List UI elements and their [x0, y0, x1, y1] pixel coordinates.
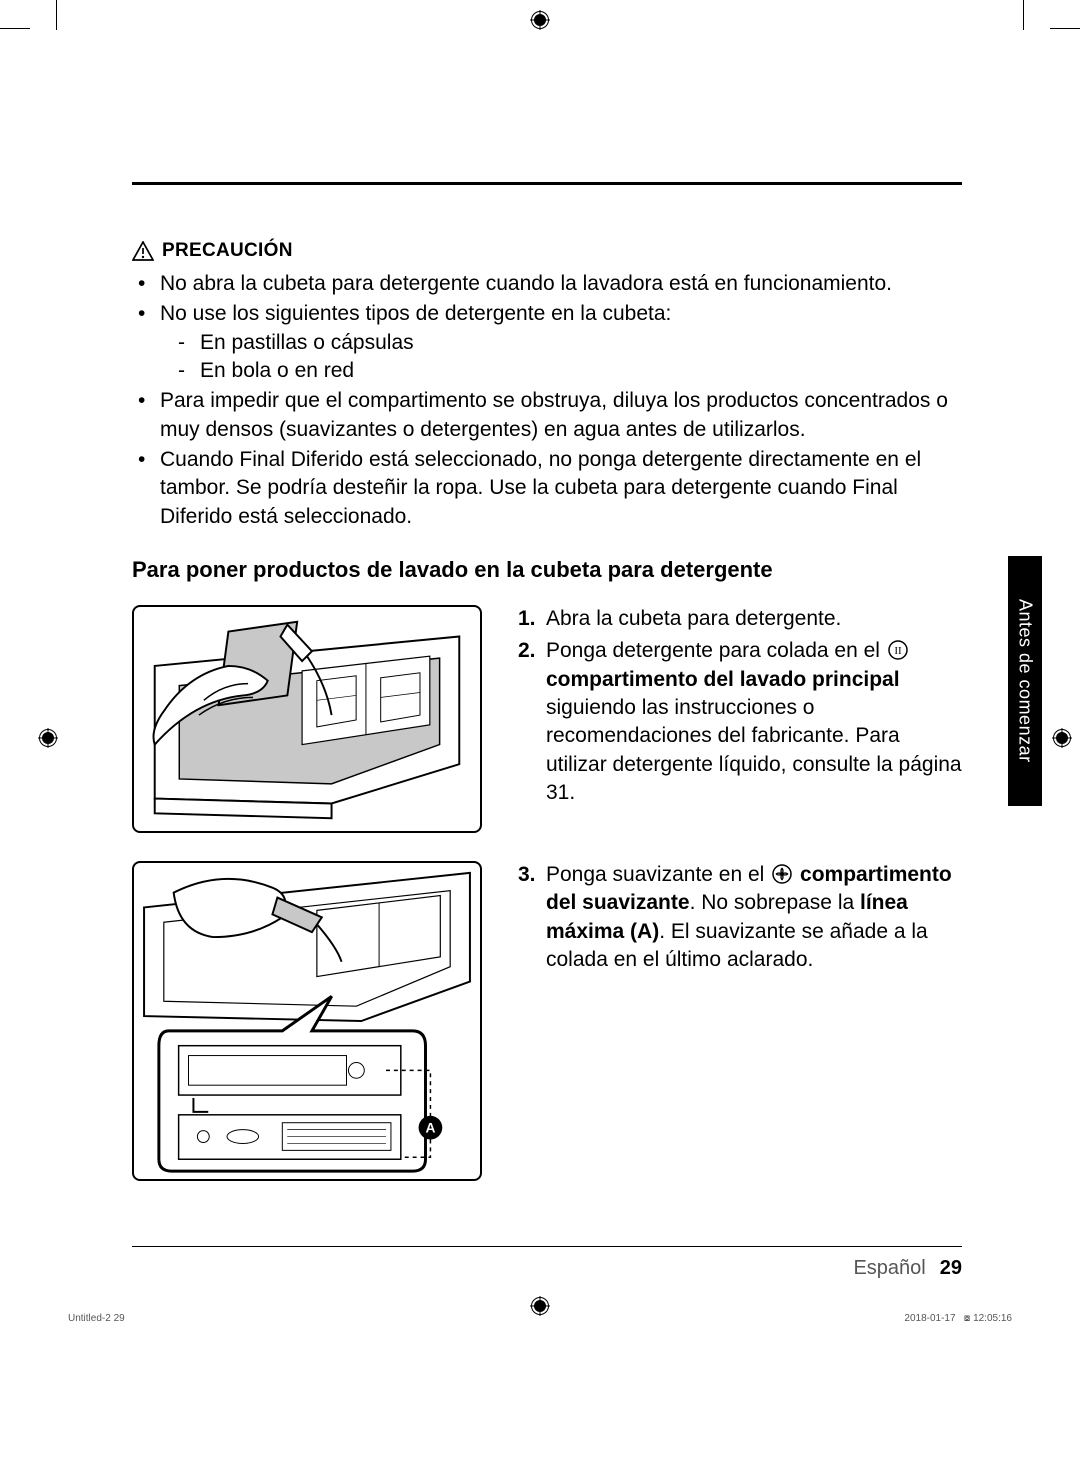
sub-list: En pastillas o cápsulas En bola o en red	[160, 329, 962, 386]
list-item: No use los siguientes tipos de detergent…	[160, 300, 962, 385]
crop-mark	[0, 28, 30, 29]
steps-1-2: 1. Abra la cubeta para detergente. 2. Po…	[518, 605, 962, 833]
text: No abra la cubeta para detergente cuando…	[160, 272, 892, 295]
print-clock-icon: ⧇	[964, 1313, 970, 1324]
step-number: 2.	[518, 637, 536, 665]
caution-heading: PRECAUCIÓN	[132, 240, 962, 262]
print-date: 2018-01-17	[904, 1313, 955, 1324]
print-meta-left: Untitled-2 29	[68, 1313, 125, 1324]
text: .	[569, 781, 575, 804]
list-item: En bola o en red	[200, 357, 962, 385]
tab-label: Antes de comenzar	[1015, 599, 1036, 763]
steps-3: 3. Ponga suavizante en el	[518, 861, 962, 1181]
step-row-1: 1. Abra la cubeta para detergente. 2. Po…	[132, 605, 962, 833]
top-rule	[132, 182, 962, 185]
text: Cuando Final Diferido está seleccionado,…	[160, 448, 921, 528]
step-3: 3. Ponga suavizante en el	[546, 861, 962, 974]
text: Ponga suavizante en el	[546, 863, 770, 886]
step-number: 1.	[518, 605, 536, 633]
step-row-2: A 3. Ponga suavizante en el	[132, 861, 962, 1181]
list-item: No abra la cubeta para detergente cuando…	[160, 270, 962, 298]
crop-mark	[1023, 0, 1024, 30]
list-item: En pastillas o cápsulas	[200, 329, 962, 357]
print-time: 12:05:16	[973, 1313, 1012, 1324]
page-footer: Español 29	[132, 1246, 962, 1280]
registration-mark-icon	[38, 728, 58, 748]
text-bold: compartimento del lavado principal	[546, 668, 900, 691]
text: Para impedir que el compartimento se obs…	[160, 389, 948, 440]
footer-language: Español	[853, 1257, 925, 1280]
print-meta-right: 2018-01-17 ⧇ 12:05:16	[904, 1313, 1012, 1324]
crop-mark	[1050, 28, 1080, 29]
text: En bola o en red	[200, 359, 354, 382]
page-content: PRECAUCIÓN No abra la cubeta para deterg…	[132, 182, 962, 1209]
main-wash-icon: II	[888, 640, 908, 660]
warning-icon	[132, 241, 154, 261]
registration-mark-icon	[530, 1296, 550, 1316]
crop-mark	[56, 0, 57, 30]
section-tab: Antes de comenzar	[1008, 556, 1042, 806]
caution-list: No abra la cubeta para detergente cuando…	[132, 270, 962, 531]
list-item: Para impedir que el compartimento se obs…	[160, 387, 962, 444]
text: siguiendo las instrucciones o recomendac…	[546, 696, 962, 776]
figure-2: A	[132, 861, 482, 1181]
figure-1	[132, 605, 482, 833]
text: . No sobrepase la	[690, 891, 860, 914]
text: Ponga detergente para colada en el	[546, 639, 886, 662]
text: No use los siguientes tipos de detergent…	[160, 302, 671, 325]
section-heading: Para poner productos de lavado en la cub…	[132, 557, 962, 583]
registration-mark-icon	[530, 10, 550, 30]
page-ref: 31	[546, 781, 569, 804]
svg-text:II: II	[894, 645, 902, 657]
text: Abra la cubeta para detergente.	[546, 607, 841, 630]
softener-icon	[772, 864, 792, 884]
step-number: 3.	[518, 861, 536, 889]
registration-mark-icon	[1052, 728, 1072, 748]
figure-marker: A	[425, 1120, 435, 1136]
step-1: 1. Abra la cubeta para detergente.	[546, 605, 962, 633]
caution-label: PRECAUCIÓN	[162, 240, 293, 262]
step-2: 2. Ponga detergente para colada en el II…	[546, 637, 962, 807]
text: En pastillas o cápsulas	[200, 331, 414, 354]
list-item: Cuando Final Diferido está seleccionado,…	[160, 446, 962, 531]
footer-page-number: 29	[940, 1257, 962, 1280]
